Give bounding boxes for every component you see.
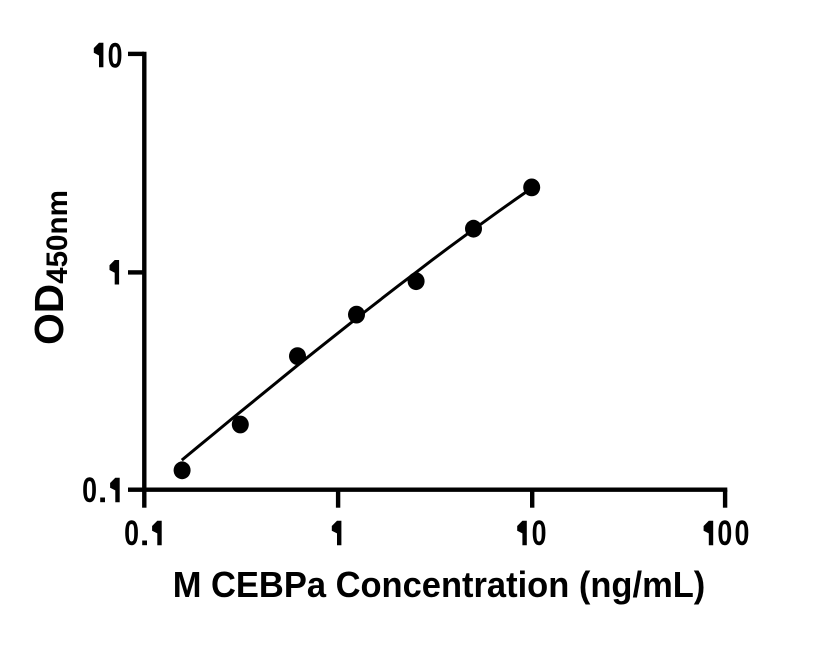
svg-text:0: 0 [108,36,123,76]
svg-text:M CEBPa Concentration (ng/mL): M CEBPa Concentration (ng/mL) [173,564,706,605]
svg-text:OD450nm: OD450nm [26,190,74,345]
svg-text:0: 0 [82,471,97,511]
svg-text:0: 0 [124,514,139,554]
svg-text:0: 0 [532,514,547,554]
svg-text:0: 0 [734,514,749,554]
svg-text:0: 0 [717,514,732,554]
